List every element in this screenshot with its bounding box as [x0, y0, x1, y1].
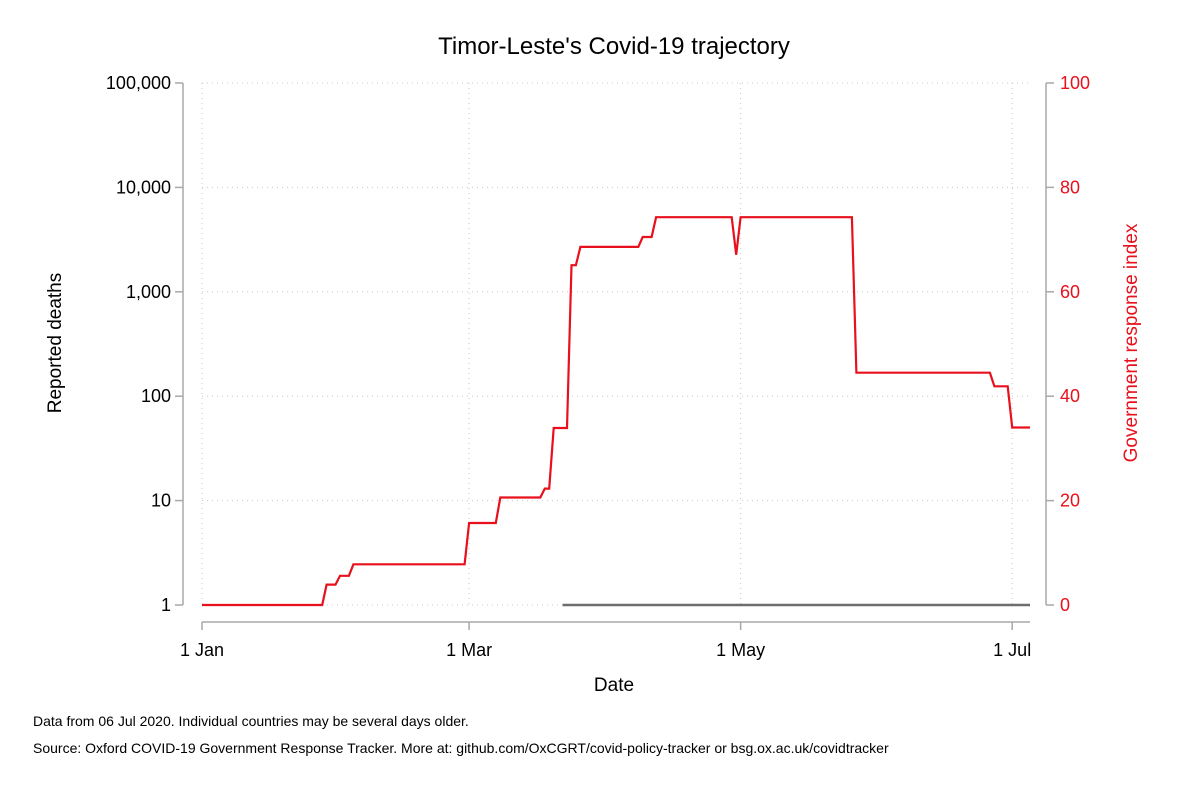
- y2-tick-label: 0: [1060, 595, 1070, 615]
- y2-tick-label: 80: [1060, 177, 1080, 197]
- y2-axis-label: Government response index: [1121, 223, 1142, 462]
- x-tick-label: 1 May: [716, 640, 765, 660]
- y-tick-label: 100,000: [106, 73, 171, 93]
- response-index-line: [202, 216, 1030, 607]
- y2-tick-label: 100: [1060, 73, 1090, 93]
- chart-title: Timor-Leste's Covid-19 trajectory: [438, 33, 790, 60]
- source-note: Source: Oxford COVID-19 Government Respo…: [33, 740, 889, 756]
- y-tick-label: 10,000: [116, 177, 171, 197]
- data-date-note: Data from 06 Jul 2020. Individual countr…: [33, 713, 469, 729]
- y-tick-label: 1,000: [126, 282, 171, 302]
- x-tick-label: 1 Jul: [993, 640, 1031, 660]
- y-tick-label: 10: [151, 491, 171, 511]
- x-tick-label: 1 Mar: [446, 640, 492, 660]
- y2-tick-label: 60: [1060, 282, 1080, 302]
- y2-tick-label: 40: [1060, 386, 1080, 406]
- y-tick-label: 1: [161, 595, 171, 615]
- x-axis-label: Date: [594, 675, 634, 696]
- y-axis-label: Reported deaths: [45, 273, 66, 414]
- y2-tick-label: 20: [1060, 491, 1080, 511]
- y-tick-label: 100: [141, 386, 171, 406]
- x-tick-label: 1 Jan: [180, 640, 224, 660]
- axes: 1 10 100 1,000 10,000 100,000 1 Jan 1 Mar 1 May 1…: [106, 73, 1090, 660]
- gridlines: [201, 82, 1030, 606]
- series-layer: [202, 216, 1030, 607]
